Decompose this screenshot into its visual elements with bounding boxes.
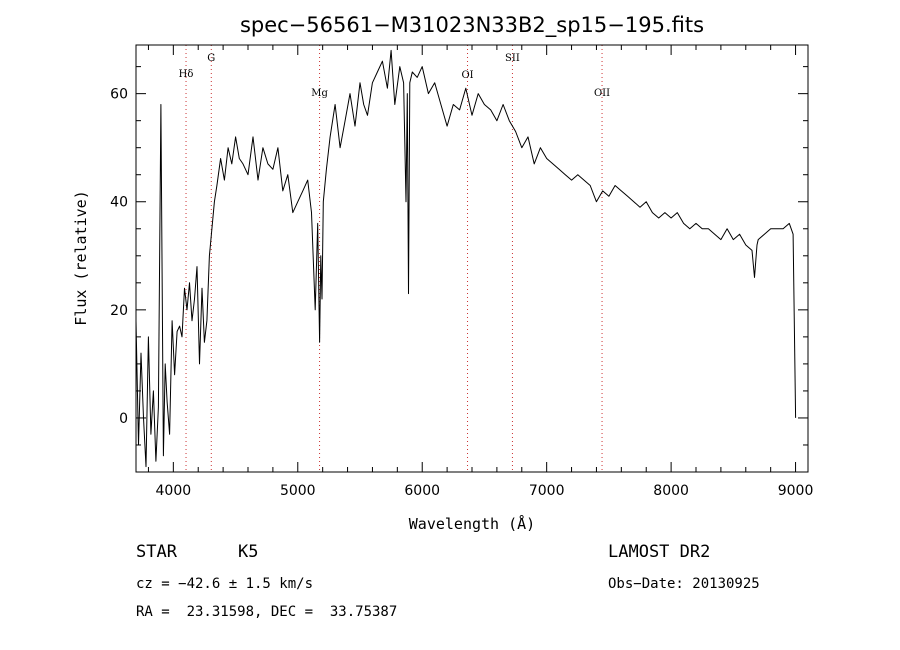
spectral-line-label: Mg <box>311 88 328 99</box>
x-tick-label: 9000 <box>778 483 814 499</box>
axis-ticks: 4000 5000 6000 7000 8000 9000 0 20 40 60 <box>110 45 813 499</box>
x-tick-label: 5000 <box>280 483 316 499</box>
obs-date-text: Obs−Date: 20130925 <box>608 576 760 592</box>
spectral-line-label: OII <box>594 88 610 99</box>
spectral-line-label: OI <box>461 70 473 81</box>
y-tick-label: 40 <box>110 195 128 211</box>
coords-text: RA = 23.31598, DEC = 33.75387 <box>136 604 398 620</box>
survey-label: LAMOST DR2 <box>608 542 711 562</box>
spectral-line-label: G <box>207 53 215 64</box>
x-tick-label: 4000 <box>156 483 192 499</box>
y-tick-label: 60 <box>110 87 128 103</box>
object-class: STAR <box>136 542 177 562</box>
x-tick-label: 8000 <box>653 483 689 499</box>
chart-title: spec−56561−M31023N33B2_sp15−195.fits <box>240 13 704 38</box>
y-tick-label: 20 <box>110 303 128 319</box>
spectrum-series <box>135 49 797 468</box>
object-subclass: K5 <box>238 542 259 562</box>
y-tick-label: 0 <box>119 411 128 427</box>
series-layer <box>135 49 797 468</box>
spectral-line-markers: Hδ G Mg OI SII OII <box>179 45 610 472</box>
x-tick-label: 6000 <box>404 483 440 499</box>
spectral-line-label: Hδ <box>179 69 194 80</box>
spectral-line-label: SII <box>505 53 520 64</box>
plot-frame <box>135 44 809 473</box>
x-tick-label: 7000 <box>529 483 565 499</box>
velocity-text: cz = −42.6 ± 1.5 km/s <box>136 576 314 592</box>
y-axis-label: Flux (relative) <box>72 190 90 325</box>
x-axis-label: Wavelength (Å) <box>409 514 535 533</box>
